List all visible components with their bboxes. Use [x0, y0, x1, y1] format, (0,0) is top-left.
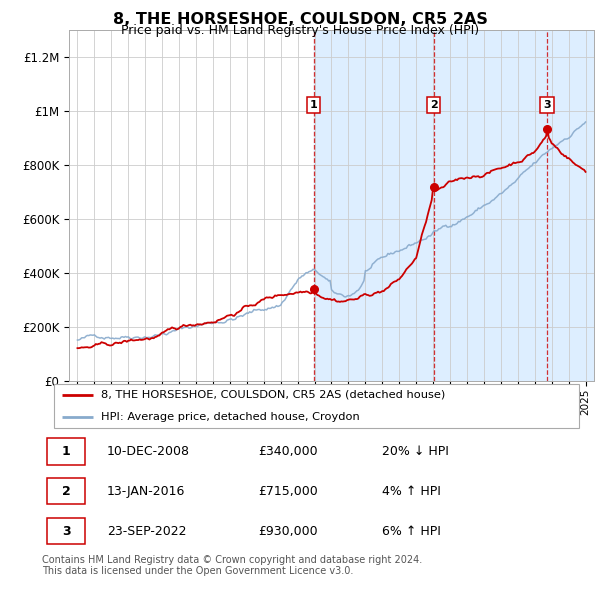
Text: 20% ↓ HPI: 20% ↓ HPI: [382, 445, 449, 458]
Text: 2: 2: [62, 484, 71, 498]
Text: 23-SEP-2022: 23-SEP-2022: [107, 525, 187, 537]
Text: HPI: Average price, detached house, Croydon: HPI: Average price, detached house, Croy…: [101, 412, 360, 422]
Text: 13-JAN-2016: 13-JAN-2016: [107, 484, 185, 498]
Text: 8, THE HORSESHOE, COULSDON, CR5 2AS (detached house): 8, THE HORSESHOE, COULSDON, CR5 2AS (det…: [101, 389, 445, 399]
Bar: [547, 30, 594, 381]
Text: 1: 1: [62, 445, 71, 458]
Text: 6% ↑ HPI: 6% ↑ HPI: [382, 525, 441, 537]
Bar: [434, 30, 547, 381]
FancyBboxPatch shape: [47, 518, 85, 545]
Text: 3: 3: [543, 100, 551, 110]
Text: Price paid vs. HM Land Registry's House Price Index (HPI): Price paid vs. HM Land Registry's House …: [121, 24, 479, 37]
Text: 1: 1: [310, 100, 317, 110]
Text: 4% ↑ HPI: 4% ↑ HPI: [382, 484, 441, 498]
FancyBboxPatch shape: [47, 478, 85, 504]
Text: 8, THE HORSESHOE, COULSDON, CR5 2AS: 8, THE HORSESHOE, COULSDON, CR5 2AS: [113, 12, 487, 27]
FancyBboxPatch shape: [47, 438, 85, 464]
Text: £715,000: £715,000: [258, 484, 318, 498]
Text: £340,000: £340,000: [258, 445, 317, 458]
Text: 3: 3: [62, 525, 71, 537]
Text: £930,000: £930,000: [258, 525, 317, 537]
Text: 10-DEC-2008: 10-DEC-2008: [107, 445, 190, 458]
Text: 2: 2: [430, 100, 437, 110]
Bar: [314, 30, 434, 381]
Text: Contains HM Land Registry data © Crown copyright and database right 2024.
This d: Contains HM Land Registry data © Crown c…: [42, 555, 422, 576]
